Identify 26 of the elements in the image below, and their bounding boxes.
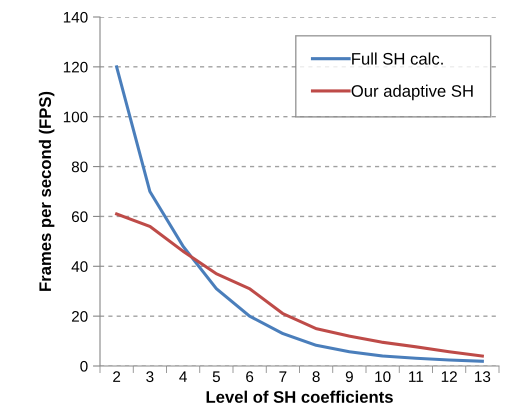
x-tick-label: 6: [246, 371, 254, 382]
legend-label: Our adaptive SH: [352, 84, 473, 100]
x-tick-label: 13: [475, 371, 490, 382]
x-tick-label: 7: [279, 371, 286, 382]
x-tick-label: 10: [375, 371, 391, 382]
y-tick-label: 60: [72, 211, 88, 222]
y-tick-label: 80: [72, 161, 88, 172]
y-tick-label: 40: [72, 261, 88, 272]
x-tick-label: 4: [179, 371, 187, 382]
x-tick-label: 9: [346, 371, 353, 382]
y-tick-label: 120: [64, 62, 88, 73]
y-tick-label: 20: [72, 311, 88, 322]
y-tick-label: 140: [64, 12, 88, 23]
x-tick-label: 3: [146, 371, 154, 382]
x-tick-label: 2: [113, 371, 120, 382]
x-tick-label: 12: [442, 371, 457, 382]
y-tick-label: 100: [64, 112, 88, 122]
line-series: [115, 65, 484, 363]
y-tick-label: 0: [80, 360, 88, 372]
x-tick-label: 5: [212, 371, 220, 382]
x-tick-label: 11: [409, 371, 424, 382]
line-series: [115, 212, 484, 358]
x-tick-label: 8: [312, 371, 320, 382]
legend-label: Full SH calc.: [352, 52, 443, 65]
x-axis-title: Level of SH coefficients: [206, 390, 393, 403]
y-axis-title: Frames per second (FPS): [38, 92, 54, 291]
